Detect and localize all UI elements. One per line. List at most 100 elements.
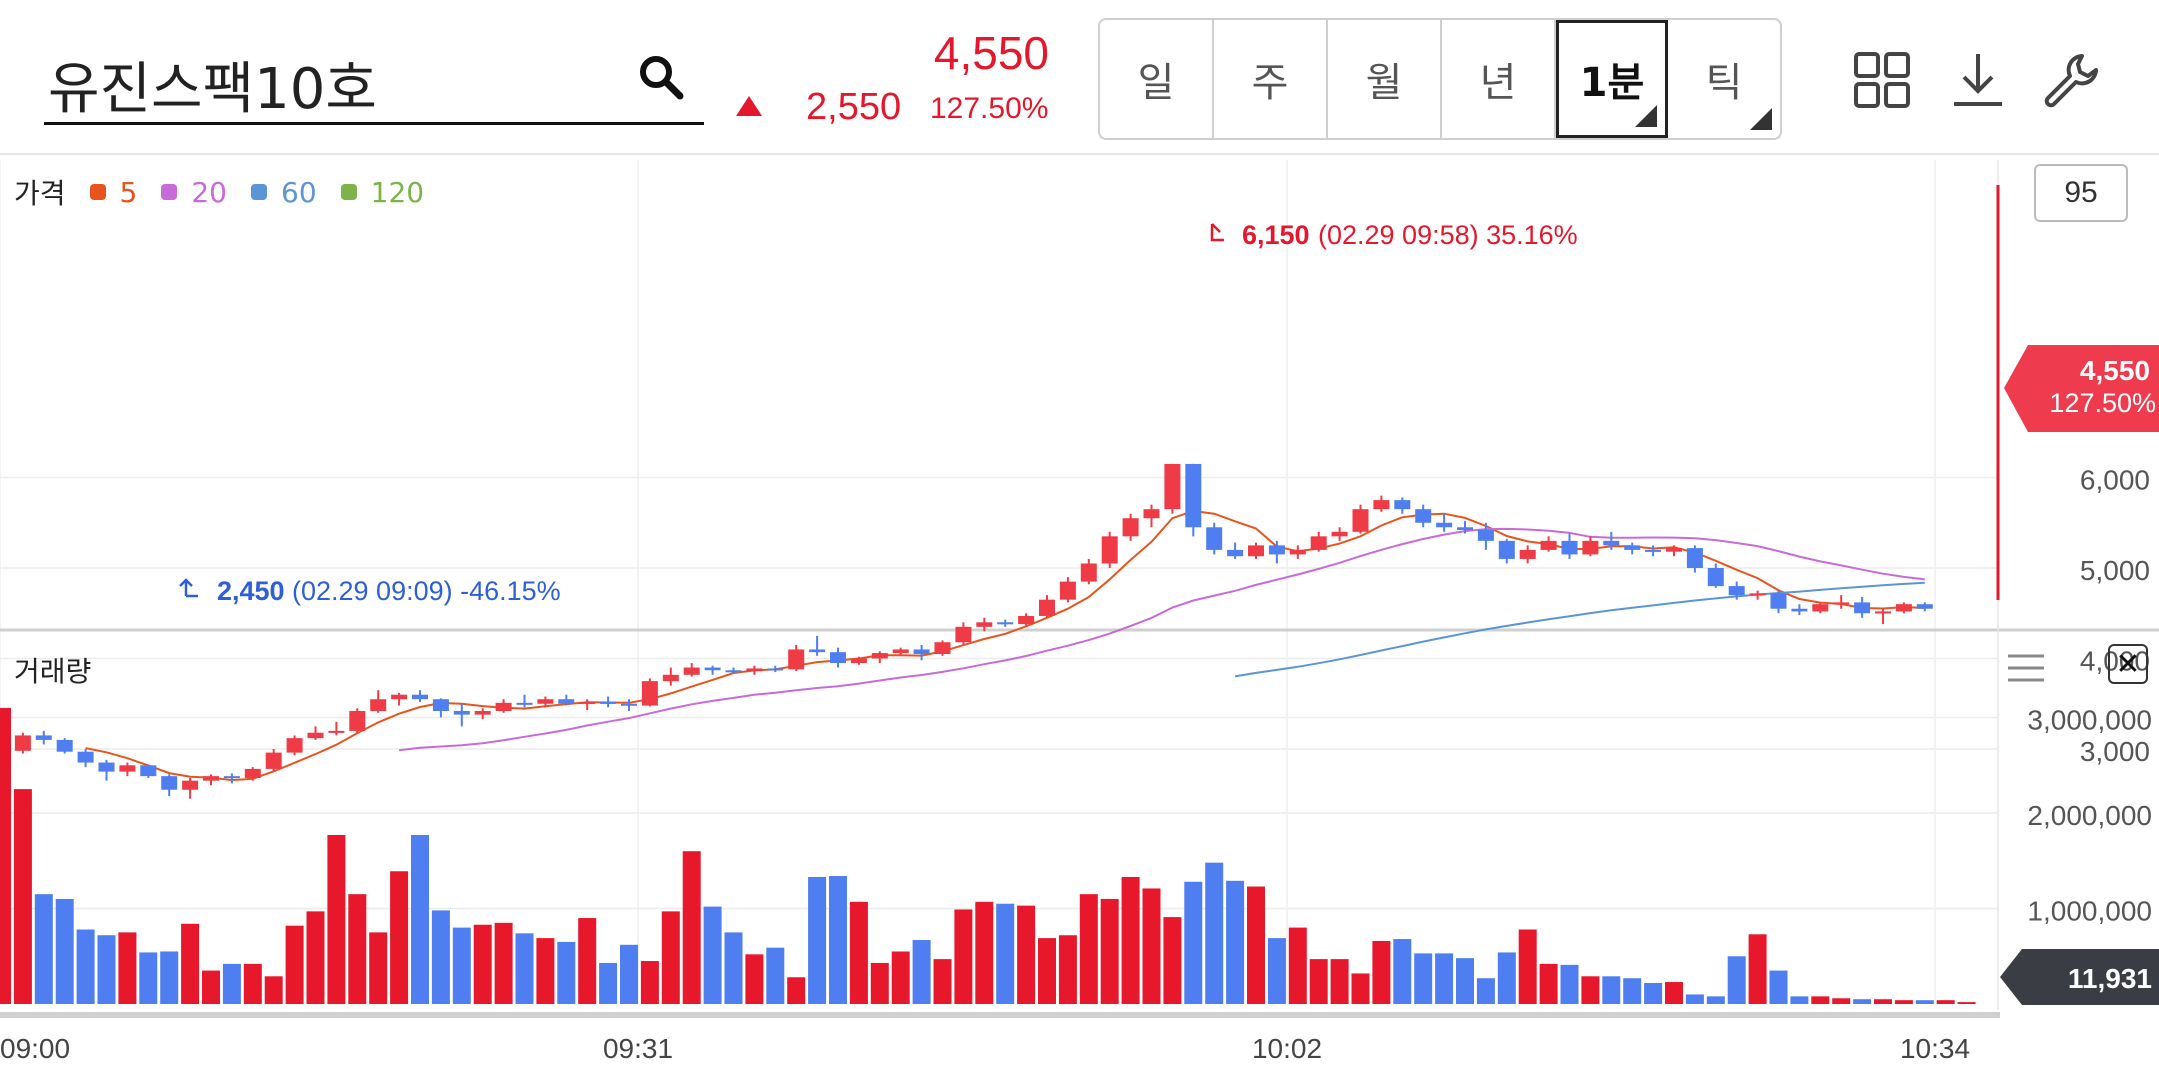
candle-body [976,622,993,627]
volume-bar [1414,953,1433,1004]
volume-bar [1226,880,1245,1004]
volume-label: 거래량 [14,655,92,688]
candle-body [1603,540,1620,546]
current-price-tag [2004,345,2159,432]
volume-bar [1247,886,1265,1004]
volume-bar [1560,964,1579,1004]
volume-bar [1894,1000,1913,1004]
candle-body [830,652,846,664]
candle-body [77,751,94,763]
volume-bar [452,927,471,1004]
candle-body [1540,540,1557,550]
candle-body [328,730,345,733]
price-tick-label: 5,000 [2080,555,2150,586]
period-year-button[interactable]: 년 [1442,20,1556,138]
candle-body [1875,611,1891,614]
volume-bar [1936,1000,1955,1004]
period-tick-button[interactable]: 틱 [1668,20,1780,138]
period-week-button[interactable]: 주 [1214,20,1328,138]
volume-bar [1017,905,1036,1004]
volume-bar [536,938,555,1004]
candle-body [119,765,136,772]
ma120-swatch [340,184,357,200]
candle-body [1833,602,1850,605]
ma60-label[interactable]: 60 [281,175,317,209]
volume-tick-label: 2,000,000 [2027,800,2152,831]
stock-search[interactable]: 유진스팩10호 [44,38,704,125]
volume-bar [870,962,889,1004]
volume-bar [243,963,262,1004]
volume-bar [431,910,450,1004]
candle-body [913,649,930,654]
ma120-label[interactable]: 120 [370,175,425,209]
volume-bar [682,851,701,1004]
ma5-label[interactable]: 5 [119,175,138,209]
candle-body [1227,549,1244,557]
volume-bar [766,947,785,1004]
wrench-icon[interactable] [2042,50,2102,110]
price-tick-label: 6,000 [2080,465,2150,496]
current-price-tag-pct: 127.50% [2049,388,2156,418]
candle-body [683,667,700,675]
candle-body [223,776,240,779]
low-detail-annotation: (02.29 09:09) -46.15% [292,576,561,606]
search-icon[interactable] [636,52,686,102]
candle-body [370,699,387,711]
volume-bar [1811,996,1830,1004]
candle-body [1122,518,1139,537]
candle-body [1477,529,1494,541]
volume-bar [1790,996,1809,1004]
volume-tick-label: 1,000,000 [2027,896,2152,927]
high-detail-annotation: (02.29 09:58) 35.16% [1318,220,1578,250]
volume-bar [1184,881,1203,1004]
candle-body [286,738,303,753]
candle-body [1039,599,1055,616]
volume-bar [494,922,513,1004]
volume-bar [1435,953,1454,1004]
time-tick-label: 10:02 [1252,1033,1322,1064]
volume-bar [1456,958,1474,1004]
candle-body [1352,509,1369,532]
candle-body [537,699,554,704]
volume-bar [1769,970,1788,1004]
close-volume-button[interactable]: ✕ [2108,644,2148,684]
count-box[interactable]: 95 [2034,164,2128,222]
volume-bar [1915,1000,1934,1004]
candle-body [474,710,491,715]
candle-body [265,752,282,769]
low-marker-icon [179,578,198,598]
volume-bar [327,834,346,1004]
volume-bar [1038,938,1056,1004]
high-marker-icon [1210,223,1224,242]
volume-bar [1685,994,1704,1004]
candle-body [1457,527,1473,530]
volume-bar [1497,952,1516,1004]
time-tick-label: 10:34 [1900,1033,1970,1064]
volume-bar [1602,976,1621,1004]
header-divider [0,153,2159,155]
download-icon[interactable] [1948,50,2008,110]
candle-body [244,768,261,778]
ma60-line [1234,581,1925,678]
volume-bar [1581,976,1600,1004]
volume-bar [222,963,241,1004]
candle-body [997,622,1014,625]
volume-bar [1539,963,1558,1004]
stock-name[interactable]: 유진스팩10호 [48,57,377,122]
price-legend: 가격 5 20 60 120 [14,172,424,212]
candle-body [1624,545,1641,550]
ma5-swatch [89,184,106,200]
period-month-button[interactable]: 월 [1328,20,1442,138]
volume-bar [1832,998,1851,1004]
volume-bar [473,924,492,1004]
period-day-button[interactable]: 일 [1100,20,1214,138]
candle-body [621,703,637,706]
volume-bar [306,911,325,1004]
grid-icon[interactable] [1852,50,1912,110]
menu-icon[interactable] [2006,650,2046,686]
period-1min-button[interactable]: 1분 [1556,20,1668,138]
ma20-label[interactable]: 20 [191,175,227,209]
volume-bar [1727,956,1746,1004]
volume-bar [390,871,409,1004]
